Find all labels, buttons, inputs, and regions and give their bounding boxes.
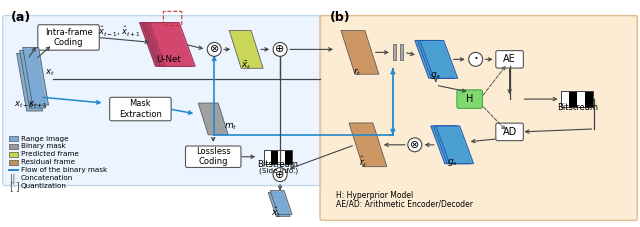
Bar [9,160,18,165]
Bar [570,91,577,107]
Text: ⊕: ⊕ [275,44,285,54]
FancyBboxPatch shape [38,25,99,50]
Text: ||: || [10,173,16,184]
Text: $m_t$: $m_t$ [224,122,237,132]
Text: [·]: [·] [9,181,19,191]
Text: $x_{t-1}$: $x_{t-1}$ [13,99,33,110]
Bar [271,150,278,164]
Circle shape [273,42,287,56]
Text: $\hat{r}_t$: $\hat{r}_t$ [358,155,367,170]
Text: Lossless
Coding: Lossless Coding [196,147,230,166]
Text: $\bar{x}_t$: $\bar{x}_t$ [241,59,252,72]
Text: Concatenation: Concatenation [20,175,73,181]
Text: ⊕: ⊕ [275,170,285,180]
Text: $g_s$: $g_s$ [447,157,458,168]
Text: Intra-frame
Coding: Intra-frame Coding [45,28,92,47]
Bar [586,91,593,107]
Polygon shape [140,22,186,66]
Polygon shape [433,126,471,164]
Bar [264,150,292,164]
Text: (b): (b) [330,11,351,24]
Text: (a): (a) [11,11,31,24]
Text: $x_{t+1}$: $x_{t+1}$ [28,99,47,110]
Polygon shape [417,40,455,78]
Text: U-Net: U-Net [156,55,180,64]
Text: Binary mask: Binary mask [20,143,65,150]
Polygon shape [270,190,292,214]
Text: H: H [466,94,474,104]
Text: Quantization: Quantization [20,183,67,189]
FancyBboxPatch shape [186,146,241,168]
Polygon shape [229,30,263,68]
Text: AE: AE [503,54,516,64]
Bar [400,44,403,60]
Bar [285,150,292,164]
Bar [393,44,396,60]
Text: $\hat{x}_t$: $\hat{x}_t$ [271,206,281,220]
Polygon shape [268,192,290,216]
Circle shape [408,138,422,152]
Text: Flow of the binary mask: Flow of the binary mask [20,167,107,173]
Text: ·: · [473,52,478,67]
FancyBboxPatch shape [320,16,637,220]
Text: Mask
Extraction: Mask Extraction [119,99,162,119]
Text: AD: AD [502,127,516,137]
Polygon shape [149,22,195,66]
Text: Bitstream: Bitstream [557,103,598,112]
Text: Range image: Range image [20,136,68,142]
Text: Residual frame: Residual frame [20,159,75,165]
Circle shape [273,168,287,182]
Bar [264,150,292,164]
Polygon shape [22,47,49,105]
Circle shape [468,52,483,66]
Text: Predicted frame: Predicted frame [20,151,79,158]
FancyBboxPatch shape [496,123,524,141]
Text: $\hat{x}_{t-1}, \hat{x}_{t+1}$: $\hat{x}_{t-1}, \hat{x}_{t+1}$ [99,25,141,39]
Text: AE/AD: Arithmetic Encoder/Decoder: AE/AD: Arithmetic Encoder/Decoder [336,200,473,208]
Text: (Side info.): (Side info.) [259,168,298,174]
Polygon shape [198,103,228,135]
Text: H: Hyperprior Model: H: Hyperprior Model [336,192,413,200]
FancyBboxPatch shape [496,51,524,68]
Bar [9,144,18,149]
Text: $g_a$: $g_a$ [430,70,442,81]
Polygon shape [341,30,379,74]
Polygon shape [349,123,387,167]
Text: $r_t$: $r_t$ [353,66,361,78]
Polygon shape [431,126,468,164]
Polygon shape [17,53,43,111]
Polygon shape [20,50,45,108]
FancyBboxPatch shape [457,90,483,108]
Polygon shape [420,40,458,78]
FancyBboxPatch shape [109,97,171,121]
Text: Bitstream: Bitstream [257,160,299,169]
Bar [561,91,593,107]
Text: ⊗: ⊗ [410,140,419,150]
Polygon shape [436,126,474,164]
Text: $x_t$: $x_t$ [45,67,54,78]
Bar [561,91,593,107]
Circle shape [207,42,221,56]
Polygon shape [147,22,193,66]
Polygon shape [145,22,190,66]
Text: ⊗: ⊗ [209,44,219,54]
Bar [9,152,18,157]
Polygon shape [415,40,452,78]
FancyBboxPatch shape [3,16,322,185]
Polygon shape [142,22,188,66]
Bar [9,136,18,141]
